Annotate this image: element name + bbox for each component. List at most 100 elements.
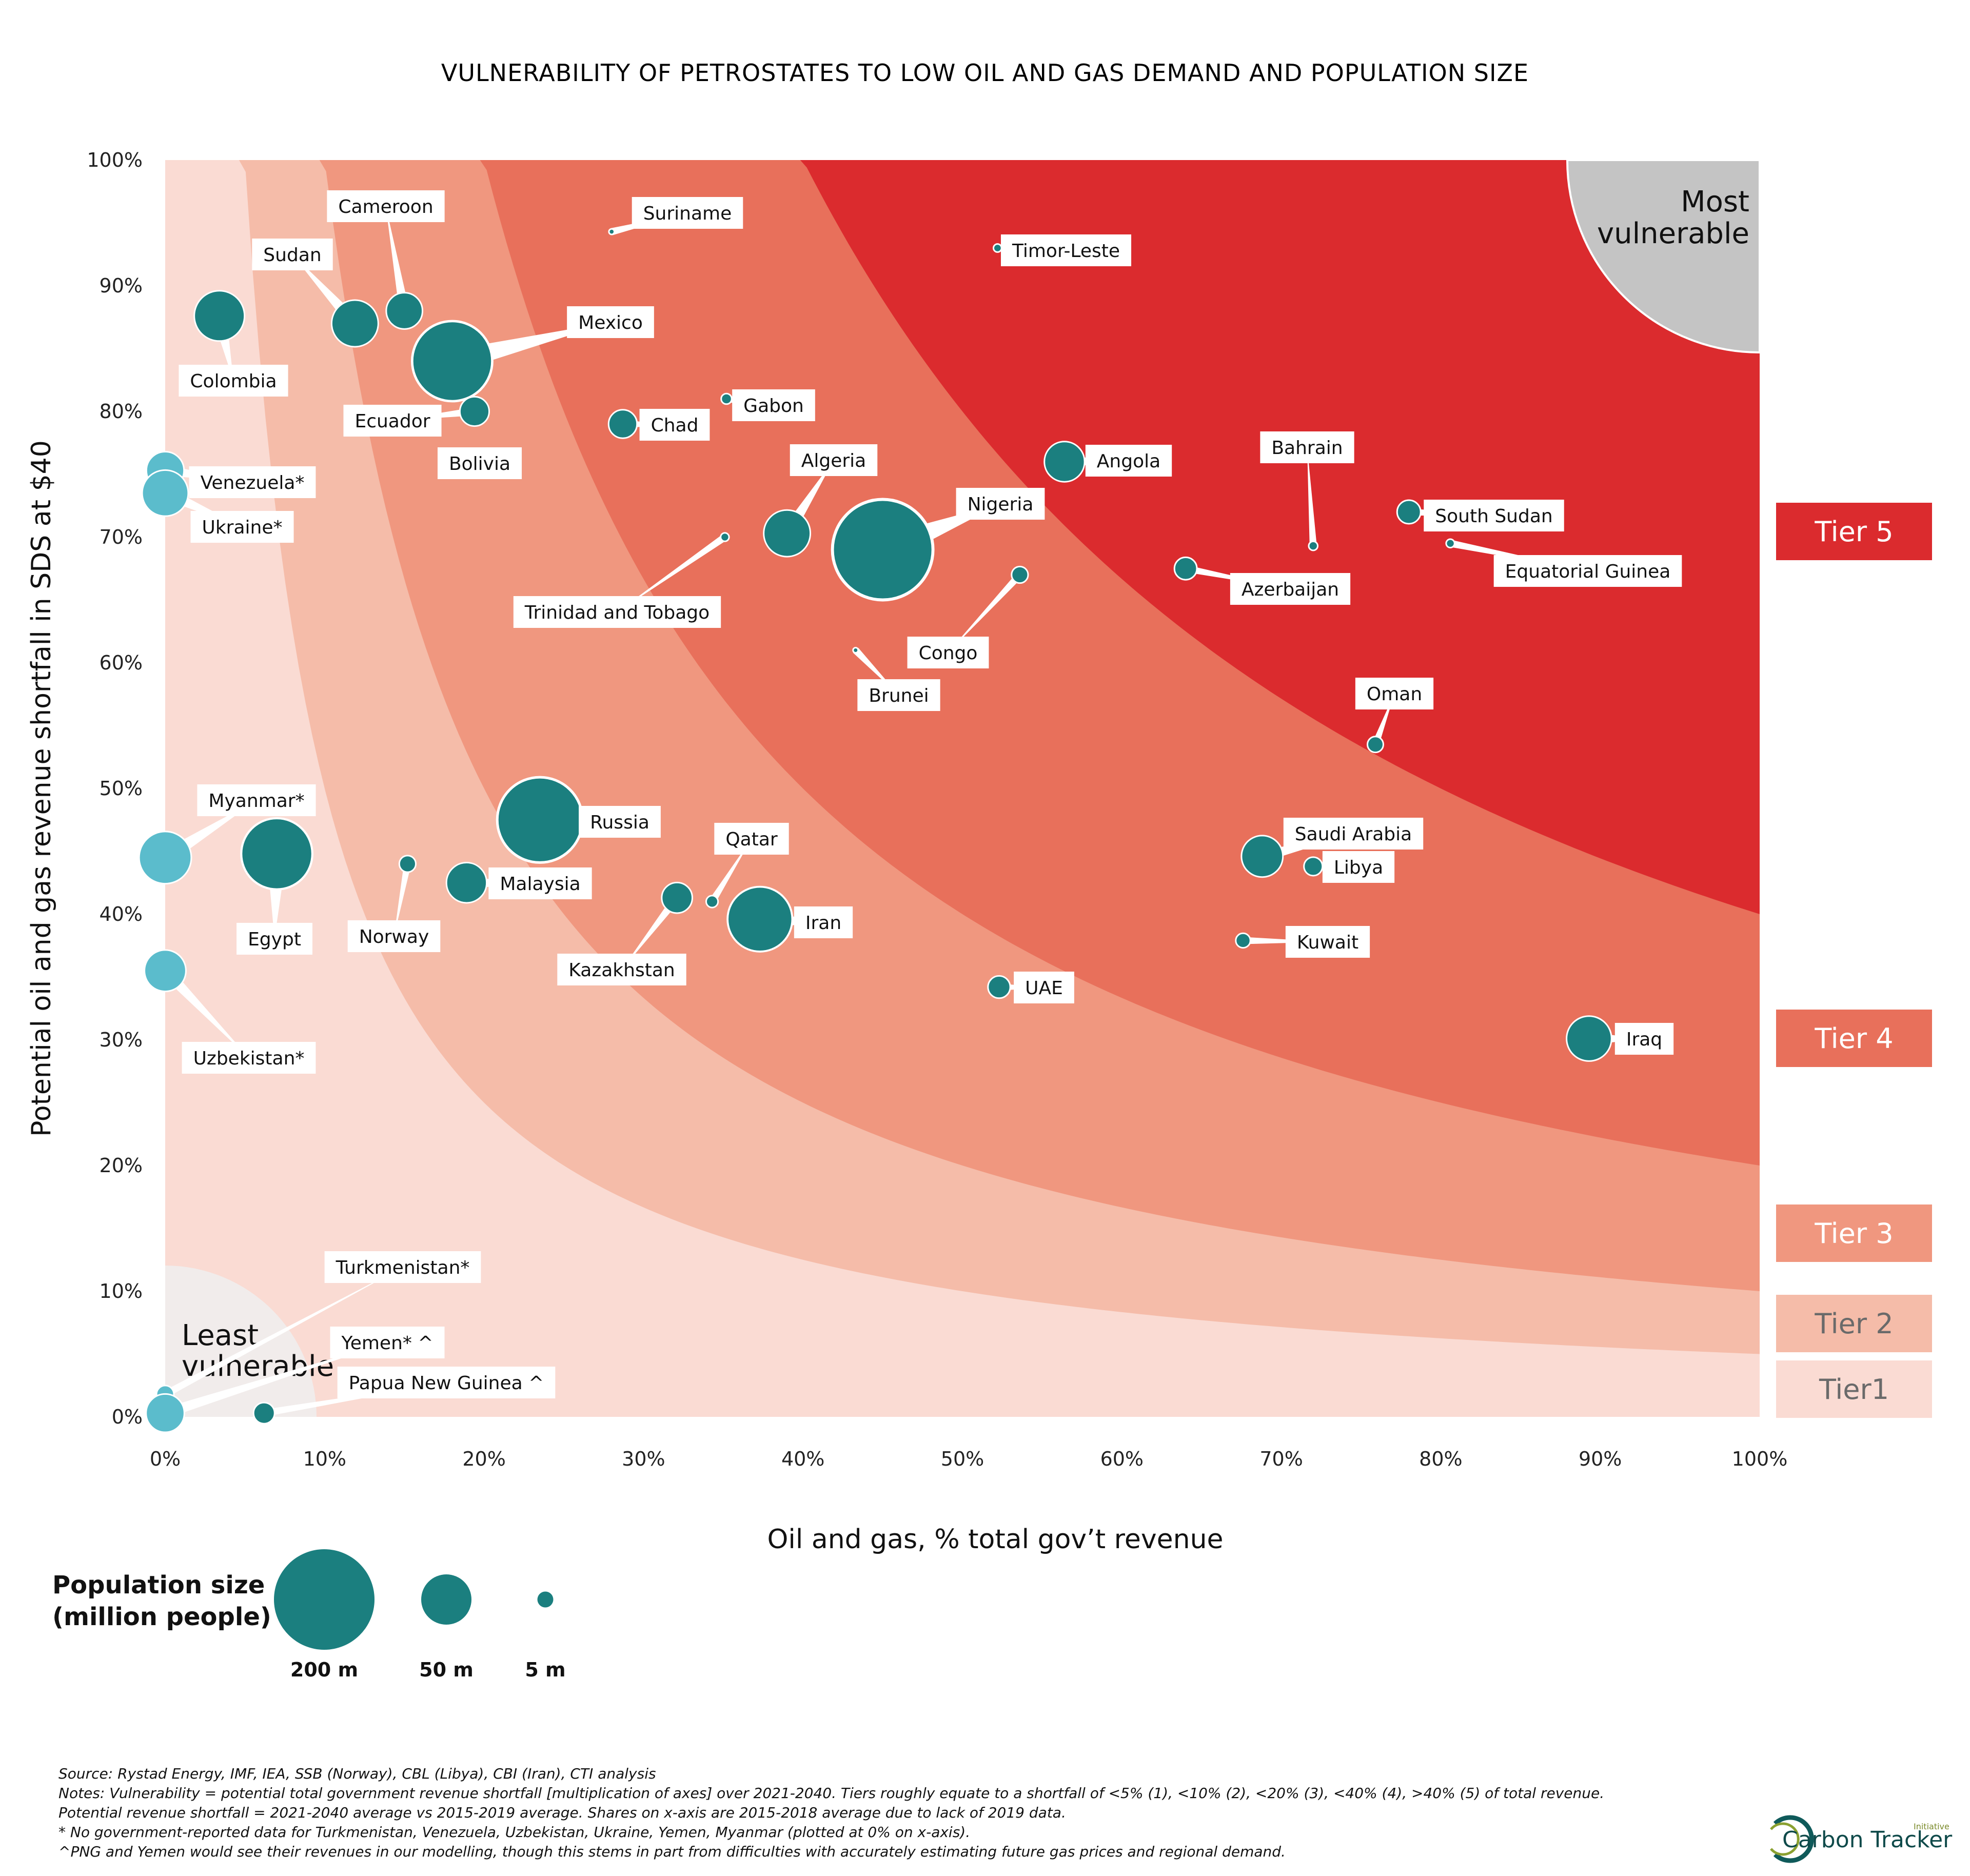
label-box-kazakhstan [557,954,686,985]
label-chad: Chad [651,415,699,436]
label-box-yemen [330,1327,445,1358]
label-trinidad-and-tobago: Trinidad and Tobago [524,602,710,623]
label-malaysia: Malaysia [500,874,580,895]
leader-turkmenistan [163,1267,403,1398]
bubble-chad [607,409,638,439]
bubble-russia [496,776,584,864]
bubble-south-sudan [1396,499,1422,525]
tier-2-label-box [1776,1295,1932,1352]
leader-kazakhstan [622,895,681,970]
label-box-uzbekistan [182,1042,316,1074]
label-russia: Russia [590,812,649,833]
bubble-iraq [1566,1015,1612,1062]
bubble-equatorial-guinea [1445,538,1455,548]
bubble-timor-leste [992,243,1002,253]
y-tick-5: 50% [100,777,143,800]
tier-4-label: Tier 4 [1814,1022,1893,1055]
legend-bubble-50-m [421,1574,471,1625]
label-suriname: Suriname [643,203,732,224]
label-box-cameroon [327,190,445,222]
label-box-nigeria [956,488,1045,520]
label-ecuador: Ecuador [354,411,430,432]
note-source: Source: Rystad Energy, IMF, IEA, SSB (No… [58,1765,656,1782]
label-azerbaijan: Azerbaijan [1242,579,1339,600]
label-box-suriname [632,197,743,229]
bubble-suriname [608,228,616,235]
tier-5-label-box [1776,503,1932,560]
tier-2-label: Tier 2 [1814,1308,1893,1340]
label-cameroon: Cameroon [338,196,433,218]
tier-band-1 [165,160,1760,1417]
note-vulnerability: Notes: Vulnerability = potential total g… [58,1785,1604,1802]
x-tick-4: 40% [781,1448,824,1470]
label-saudi-arabia: Saudi Arabia [1295,824,1412,845]
label-algeria: Algeria [801,450,866,471]
label-brunei: Brunei [869,685,929,706]
label-norway: Norway [359,926,429,947]
x-axis-ticks: 0% 10% 20% 30% 40% 50% 60% 70% 80% 90% 100% [150,1448,1787,1470]
footnotes: Source: Rystad Energy, IMF, IEA, SSB (No… [58,1765,1604,1860]
carbon-tracker-logo: Carbon Tracker Initiative [1770,1815,1953,1863]
bubble-cameroon [385,292,424,330]
label-uzbekistan: Uzbekistan* [193,1048,305,1069]
logo-text: Carbon Tracker [1782,1827,1953,1853]
label-box-russia [579,806,661,838]
label-box-south-sudan [1424,500,1564,531]
label-box-norway [347,920,441,952]
y-tick-7: 70% [100,526,143,548]
label-box-egypt [237,923,312,955]
y-tick-8: 80% [100,400,143,423]
label-libya: Libya [1334,857,1383,878]
label-iran: Iran [805,913,841,934]
most-vulnerable-label-line2: vulnerable [1597,217,1749,250]
label-box-iraq [1614,1023,1674,1055]
label-box-mexico [567,306,654,338]
tier-4-label-box [1776,1010,1932,1067]
label-angola: Angola [1097,451,1160,472]
label-box-bolivia [437,447,522,479]
tier-1-label-box [1776,1360,1932,1418]
y-tick-4: 40% [100,903,143,925]
label-box-saudi-arabia [1283,818,1424,850]
note-shortfall: Potential revenue shortfall = 2021-2040 … [58,1804,1066,1821]
bubble-papua-new-guinea [252,1401,275,1425]
leader-bahrain [1307,447,1317,546]
x-tick-1: 10% [303,1448,346,1470]
leader-congo [948,572,1023,653]
x-tick-5: 50% [941,1448,984,1470]
leader-trinidad-and-tobago [617,534,727,612]
label-sudan: Sudan [263,245,321,266]
label-box-malaysia [488,867,592,899]
bubble-angola [1043,441,1086,483]
label-box-uae [1014,972,1074,1003]
bubble-trinidad-and-tobago [720,532,730,542]
leader-qatar [709,839,752,904]
bubble-oman [1366,736,1384,754]
label-box-azerbaijan [1230,573,1351,605]
label-ukraine: Ukraine* [202,517,282,538]
bubble-ukraine [141,469,189,517]
bubble-yemen [145,1393,185,1433]
chart-title: VULNERABILITY OF PETROSTATES TO LOW OIL … [441,59,1529,87]
label-box-timor-leste [1000,234,1132,266]
label-bolivia: Bolivia [449,453,510,475]
label-box-ecuador [343,405,442,437]
most-vulnerable-region [1566,159,1761,354]
label-box-kuwait [1285,926,1370,958]
label-papua-new-guinea: Papua New Guinea ^ [349,1373,544,1394]
note-no-data: * No government-reported data for Turkme… [58,1824,970,1841]
label-box-iran [794,906,853,938]
legend-label-5-m: 5 m [525,1658,565,1681]
label-turkmenistan: Turkmenistan* [336,1257,470,1278]
x-tick-8: 80% [1419,1448,1462,1470]
label-mexico: Mexico [578,312,643,333]
label-box-libya [1322,851,1395,883]
bubble-sudan [330,299,379,348]
bubble-bahrain [1308,540,1319,551]
bubble-qatar [705,895,719,909]
label-box-equatorial-guinea [1493,555,1682,587]
leader-yemen [163,1342,387,1418]
label-qatar: Qatar [725,829,778,850]
bubble-nigeria [831,498,935,602]
